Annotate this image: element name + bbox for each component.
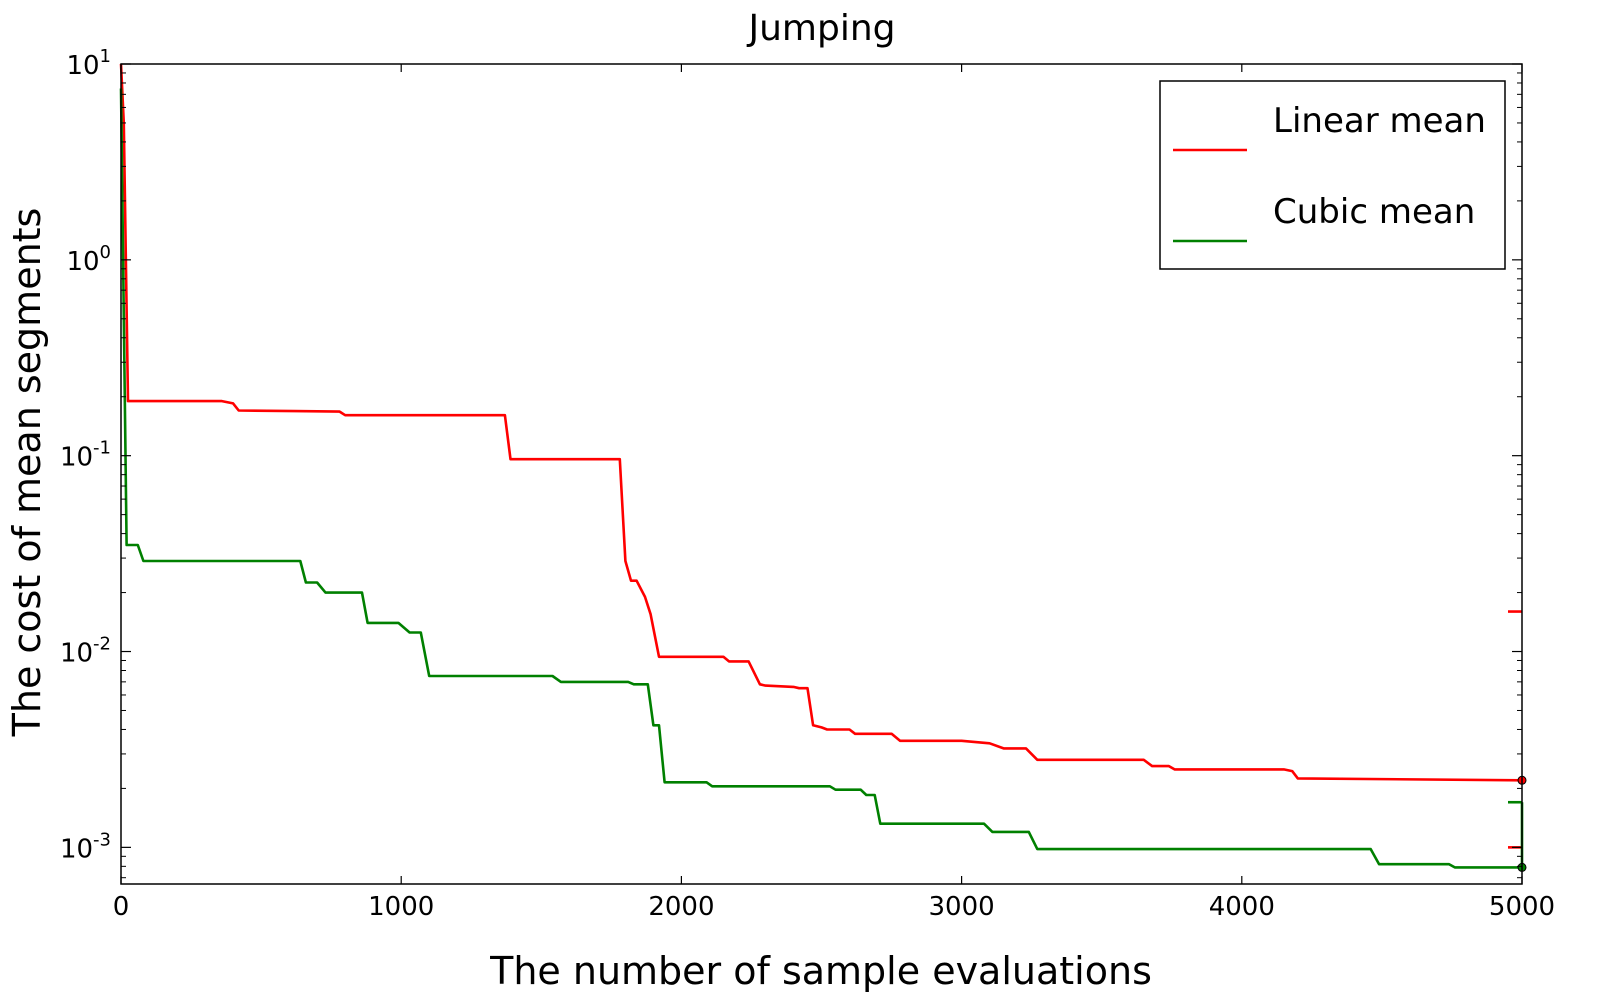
y-axis-label: The cost of mean segments: [5, 208, 49, 738]
y-tick-label: 101: [66, 46, 111, 81]
y-tick-label: 10-1: [60, 438, 111, 473]
plot-frame: [120, 63, 1523, 885]
x-tick-label: 3000: [929, 892, 995, 922]
legend: Linear mean Cubic mean: [1159, 80, 1506, 270]
series-line-cubic-mean: [119, 88, 1522, 869]
x-tick-label: 2000: [648, 892, 714, 922]
axis-ticks: 0 1000 2000 3000 4000 5000 10-3 10-2 10-1 100 101: [60, 46, 1555, 922]
x-tick-label: 5000: [1489, 892, 1555, 922]
x-tick-label: 4000: [1209, 892, 1275, 922]
x-tick-label: 1000: [368, 892, 434, 922]
series-line-linear-mean: [119, 63, 1523, 782]
x-axis-label: The number of sample evaluations: [489, 949, 1152, 993]
legend-box: [1159, 80, 1506, 270]
legend-label-cubic-mean: Cubic mean: [1273, 192, 1475, 232]
x-tick-label: 0: [113, 892, 130, 922]
y-tick-label: 100: [66, 242, 111, 277]
y-tick-label: 10-3: [60, 829, 111, 864]
y-tick-label: 10-2: [60, 634, 111, 669]
legend-label-linear-mean: Linear mean: [1273, 101, 1486, 141]
chart-title: Jumping: [746, 8, 895, 49]
